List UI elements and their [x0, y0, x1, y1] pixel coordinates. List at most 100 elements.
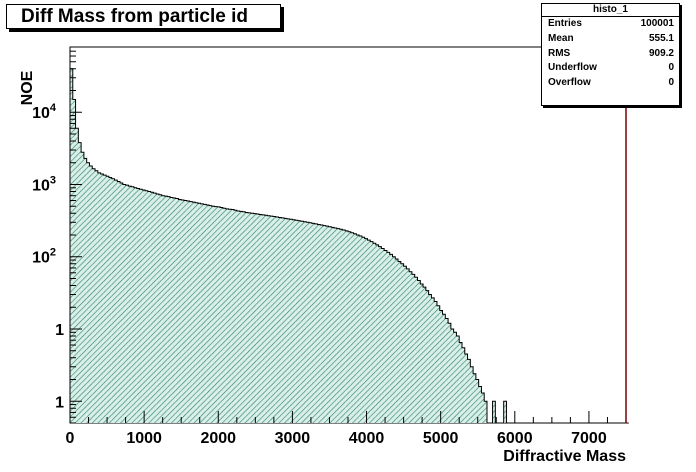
- histogram-bar: [270, 216, 273, 423]
- histogram-bar: [242, 211, 246, 423]
- histogram-bar: [411, 274, 415, 423]
- y-tick-label: 1: [55, 394, 64, 411]
- histogram-bar: [139, 189, 143, 423]
- histogram-bar: [256, 214, 260, 423]
- histogram-bar: [309, 222, 312, 423]
- histogram-bar: [278, 217, 282, 423]
- histogram-bar: [92, 168, 96, 423]
- histogram-bar: [350, 232, 354, 423]
- histogram-bar: [158, 194, 162, 423]
- histogram-bar: [336, 228, 340, 423]
- histogram-bar: [170, 197, 173, 423]
- x-tick-label: 6000: [497, 430, 533, 447]
- histogram-bar: [142, 189, 146, 423]
- histogram-bar: [150, 192, 154, 423]
- histogram-bar: [378, 246, 382, 423]
- x-tick-label: 5000: [423, 430, 459, 447]
- stats-title: histo_1: [542, 4, 679, 17]
- histogram-bar: [478, 386, 482, 423]
- histogram-bar: [186, 201, 190, 423]
- histogram-bar: [164, 196, 168, 423]
- histogram-bar: [317, 224, 321, 423]
- histogram-bar: [342, 229, 346, 423]
- x-tick-label: 7000: [571, 430, 607, 447]
- stats-label: RMS: [548, 47, 571, 59]
- histogram-bar: [467, 359, 471, 423]
- stats-value: 909.2: [648, 47, 674, 59]
- histogram-bar: [161, 195, 165, 423]
- stats-value: 0: [668, 77, 674, 89]
- histogram-bar: [253, 213, 257, 423]
- histogram-bar: [200, 203, 204, 423]
- histogram-bar: [222, 208, 226, 423]
- histogram-bar: [172, 198, 176, 423]
- y-axis-label: NOE: [19, 70, 36, 105]
- histogram-bar: [111, 178, 115, 423]
- y-axis-ticks: 1 1 102 103 104: [32, 46, 82, 424]
- histogram-bar: [72, 99, 76, 423]
- histogram-bar: [481, 393, 485, 423]
- histogram-bar: [167, 196, 171, 423]
- histogram-bar: [284, 218, 287, 423]
- histogram-bar: [275, 216, 279, 423]
- histogram-bar: [106, 176, 109, 423]
- histogram-bar: [206, 205, 210, 423]
- stats-value: 100001: [640, 18, 674, 29]
- histogram-bar: [178, 199, 182, 423]
- stats-label: Entries: [548, 18, 582, 29]
- histogram-bar: [292, 219, 296, 423]
- histogram-bar: [503, 401, 507, 423]
- histogram-bar: [281, 217, 285, 423]
- histogram-bar: [448, 323, 451, 423]
- histogram-bar: [181, 200, 185, 423]
- histogram-bar: [267, 215, 271, 423]
- y-tick-label: 104: [32, 102, 57, 122]
- x-axis-ticks: 0 1000 2000 3000 4000 5000 6000 7000: [66, 411, 608, 447]
- histogram-bar: [209, 205, 212, 423]
- histogram-bar: [103, 175, 107, 423]
- histogram-bar: [195, 202, 198, 423]
- histogram-bar: [439, 310, 443, 423]
- y-tick-label: 1: [55, 322, 64, 339]
- histogram-bar: [97, 172, 101, 423]
- histogram-bar: [108, 177, 112, 423]
- histogram-bar: [175, 198, 179, 423]
- histogram-bar: [83, 158, 87, 423]
- histogram-bar: [434, 301, 438, 423]
- histogram-bar: [286, 218, 290, 423]
- histogram-bar: [236, 210, 240, 423]
- histogram-bar: [314, 223, 318, 423]
- histogram-bar: [231, 209, 235, 423]
- stats-label: Overflow: [548, 77, 591, 89]
- histogram-bar: [406, 268, 410, 423]
- histogram-bar: [306, 222, 310, 423]
- histogram-bar: [259, 214, 262, 423]
- histogram-bar: [464, 354, 468, 423]
- histogram-bar: [156, 193, 160, 423]
- histogram-bar: [245, 212, 248, 423]
- histogram-bar: [289, 219, 293, 423]
- histogram-bar: [359, 235, 362, 423]
- x-tick-label: 1000: [126, 430, 162, 447]
- histogram-outline: [69, 68, 629, 424]
- histogram-bar: [189, 201, 193, 423]
- histogram-bar: [217, 206, 221, 423]
- histogram-bar: [459, 342, 463, 423]
- histogram-bar: [392, 256, 396, 423]
- histogram-bar: [303, 221, 307, 423]
- histogram-bar: [86, 162, 90, 423]
- x-tick-label: 3000: [275, 430, 311, 447]
- histogram-bar: [136, 188, 140, 423]
- histogram-bar: [348, 231, 351, 423]
- histogram-bar: [192, 202, 196, 423]
- histogram-bar: [311, 223, 315, 423]
- histogram-bar: [431, 297, 435, 423]
- stats-value: 555.1: [648, 32, 674, 44]
- histogram-bar: [364, 238, 368, 423]
- x-tick-label: 2000: [200, 430, 236, 447]
- histogram-bar: [461, 347, 465, 423]
- histogram-bar: [339, 229, 343, 423]
- histogram-bar: [334, 227, 337, 423]
- histogram-bar: [75, 128, 79, 423]
